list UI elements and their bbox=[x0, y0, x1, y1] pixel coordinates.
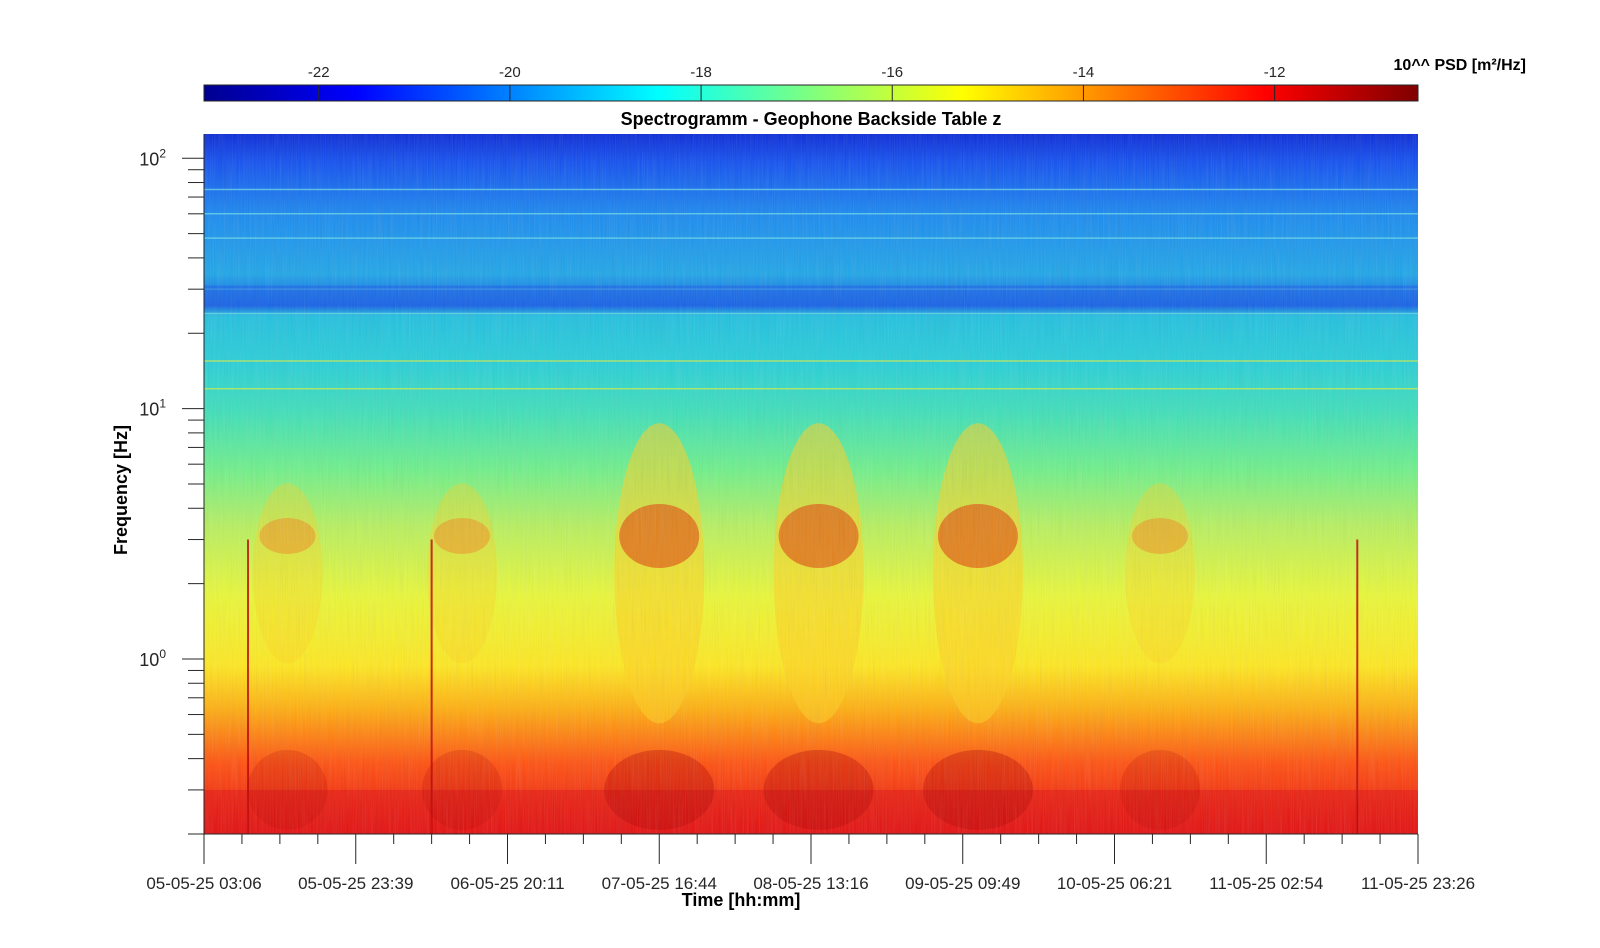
x-tick-label: 06-05-25 20:11 bbox=[450, 874, 564, 893]
x-tick-label: 05-05-25 03:06 bbox=[146, 874, 261, 893]
colorbar-tick-label: -22 bbox=[308, 64, 330, 81]
x-tick-label: 11-05-25 23:26 bbox=[1361, 874, 1475, 893]
colorbar-border bbox=[203, 84, 1419, 102]
x-tick-label: 09-05-25 09:49 bbox=[905, 874, 1020, 893]
x-axis: 05-05-25 03:06 05-05-25 23:39 06-05-25 20:… bbox=[146, 833, 1475, 893]
x-tick-label: 11-05-25 02:54 bbox=[1209, 874, 1323, 893]
y-tick-label: 102 bbox=[139, 146, 166, 169]
colorbar-tick-label: -18 bbox=[690, 64, 712, 81]
colorbar-label: 10^^ PSD [m²/Hz] bbox=[1394, 57, 1526, 74]
x-tick-label: 07-05-25 16:44 bbox=[602, 874, 717, 893]
y-tick-label: 101 bbox=[139, 397, 166, 420]
x-tick-label: 10-05-25 06:21 bbox=[1057, 874, 1172, 893]
y-tick-label: 100 bbox=[139, 647, 166, 670]
x-tick-label: 05-05-25 23:39 bbox=[298, 874, 413, 893]
chart-title: Spectrogramm - Geophone Backside Table z bbox=[621, 109, 1002, 129]
colorbar-tick-label: -16 bbox=[881, 64, 903, 81]
plot-area bbox=[204, 134, 1418, 834]
x-tick-label: 08-05-25 13:16 bbox=[753, 874, 868, 893]
colorbar-tick-label: -12 bbox=[1264, 64, 1286, 81]
colorbar-tick-label: -20 bbox=[499, 64, 521, 81]
spectrogram-texture bbox=[204, 134, 1418, 834]
colorbar-tick-label: -14 bbox=[1073, 64, 1095, 81]
y-axis-label: Frequency [Hz] bbox=[111, 425, 131, 555]
colorbar: -22 -20 -18 -16 -14 -12 10^^ PSD [m²/Hz] bbox=[203, 57, 1526, 102]
colorbar-gradient bbox=[204, 85, 1418, 101]
colorbar-ticks: -22 -20 -18 -16 -14 -12 bbox=[308, 64, 1286, 101]
x-axis-label: Time [hh:mm] bbox=[682, 890, 801, 910]
y-axis: 100 101 102 bbox=[139, 134, 205, 835]
